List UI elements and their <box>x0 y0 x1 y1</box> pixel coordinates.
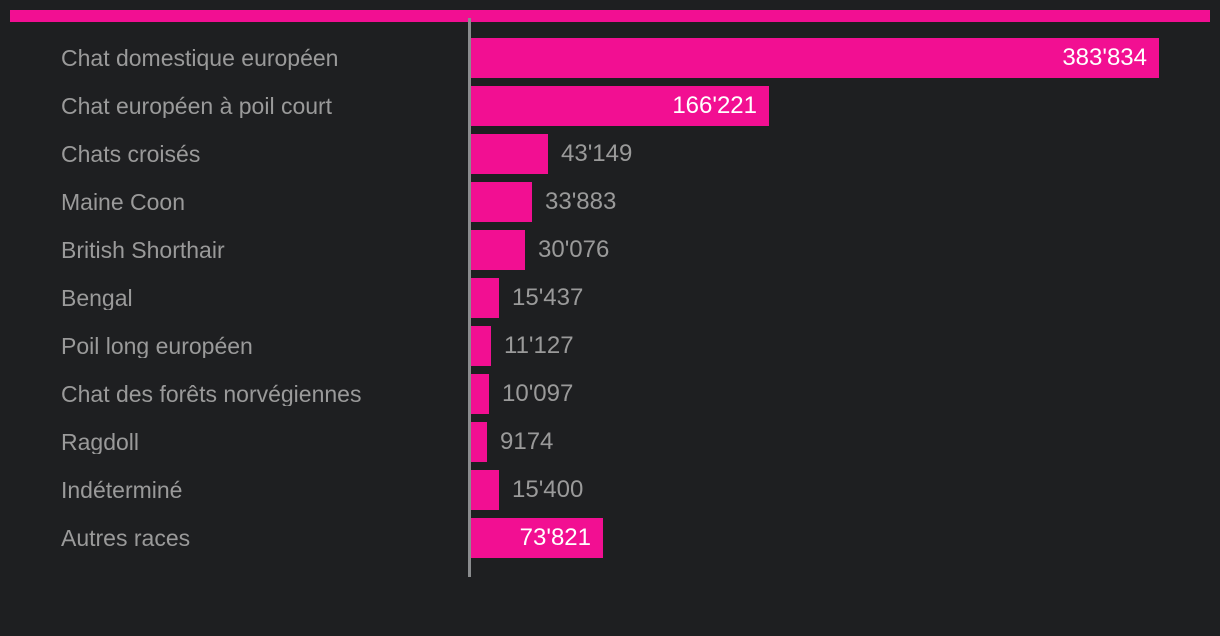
value-label: 166'221 <box>672 92 757 119</box>
bar <box>471 230 525 270</box>
bar-track: 73'821 <box>471 518 1220 558</box>
chart-row: Maine Coon 33'883 <box>0 178 1220 226</box>
chart-row: Chats croisés 43'149 <box>0 130 1220 178</box>
chart-row: Autres races 73'821 <box>0 514 1220 562</box>
chart-rows: Chat domestique européen 383'834 Chat euro… <box>0 34 1220 562</box>
value-label: 11'127 <box>504 332 574 359</box>
category-label: Maine Coon <box>61 190 186 214</box>
chart-top-accent-bar <box>10 10 1210 22</box>
bar <box>471 374 489 414</box>
bar-track: 383'834 <box>471 38 1220 78</box>
value-label: 15'437 <box>512 284 584 311</box>
bar-track: 43'149 <box>471 134 1220 174</box>
chart-row: Indéterminé 15'400 <box>0 466 1220 514</box>
category-label: Ragdoll <box>61 430 139 454</box>
bar-track: 33'883 <box>471 182 1220 222</box>
bar <box>471 278 499 318</box>
chart-row: Poil long européen 11'127 <box>0 322 1220 370</box>
value-label: 9174 <box>500 428 554 455</box>
category-label: Autres races <box>61 526 191 550</box>
y-axis-line <box>468 18 471 577</box>
chart-row: Chat européen à poil court 166'221 <box>0 82 1220 130</box>
category-label: Chat des forêts norvégiennes <box>61 382 362 406</box>
bar: 73'821 <box>471 518 603 558</box>
value-label: 383'834 <box>1062 44 1147 71</box>
bar <box>471 134 548 174</box>
bar-track: 30'076 <box>471 230 1220 270</box>
bar-track: 166'221 <box>471 86 1220 126</box>
category-label: Indéterminé <box>61 478 183 502</box>
value-label: 30'076 <box>538 236 610 263</box>
bar <box>471 470 499 510</box>
value-label: 10'097 <box>502 380 574 407</box>
chart-row: British Shorthair 30'076 <box>0 226 1220 274</box>
bar: 166'221 <box>471 86 769 126</box>
bar-track: 9174 <box>471 422 1220 462</box>
bar-track: 10'097 <box>471 374 1220 414</box>
chart-row: Ragdoll 9174 <box>0 418 1220 466</box>
bar-track: 15'437 <box>471 278 1220 318</box>
bar-track: 11'127 <box>471 326 1220 366</box>
category-label: Bengal <box>61 286 133 310</box>
chart-row: Bengal 15'437 <box>0 274 1220 322</box>
value-label: 33'883 <box>545 188 617 215</box>
value-label: 15'400 <box>512 476 584 503</box>
chart-row: Chat des forêts norvégiennes 10'097 <box>0 370 1220 418</box>
category-label: Chat domestique européen <box>61 46 339 70</box>
bar-track: 15'400 <box>471 470 1220 510</box>
bar <box>471 326 491 366</box>
bar <box>471 422 487 462</box>
bar: 383'834 <box>471 38 1159 78</box>
category-label: Poil long européen <box>61 334 253 358</box>
category-label: Chats croisés <box>61 142 201 166</box>
category-label: British Shorthair <box>61 238 225 262</box>
value-label: 43'149 <box>561 140 633 167</box>
bar <box>471 182 532 222</box>
value-label: 73'821 <box>519 524 591 551</box>
category-label: Chat européen à poil court <box>61 94 333 118</box>
chart-row: Chat domestique européen 383'834 <box>0 34 1220 82</box>
